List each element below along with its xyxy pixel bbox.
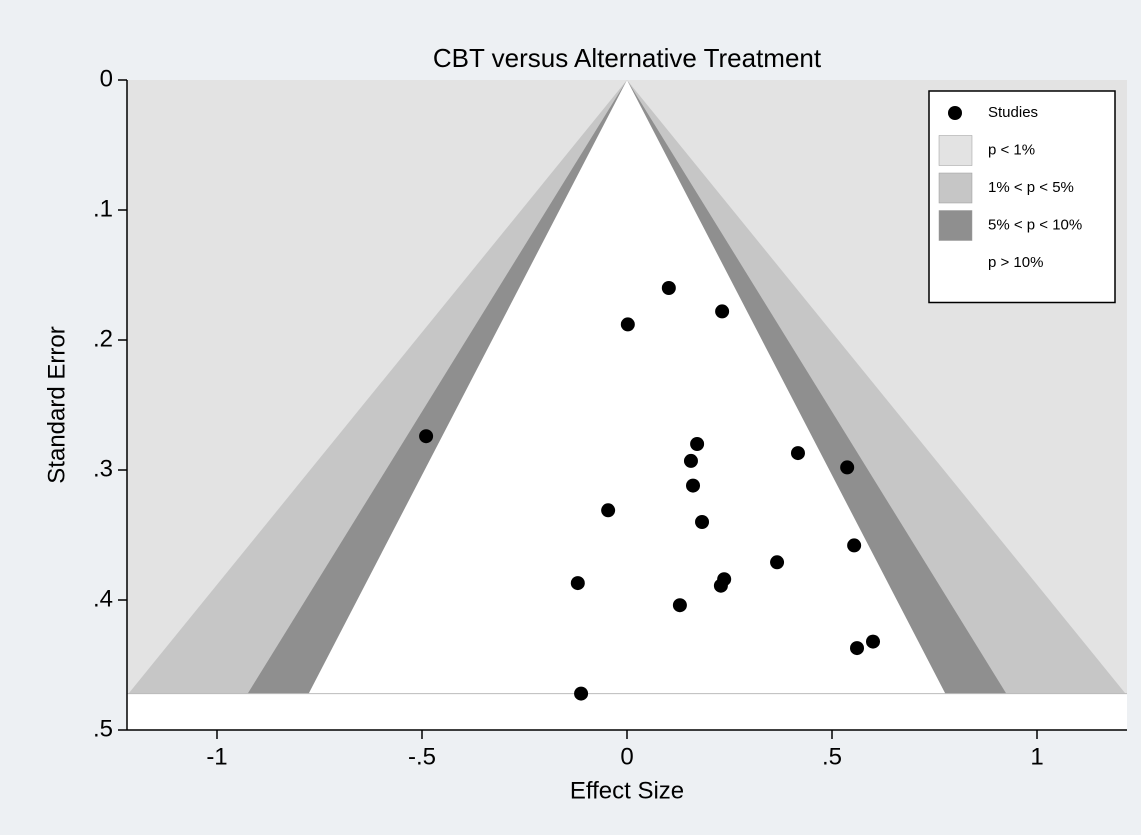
study-point: [850, 641, 865, 656]
y-tick-label: 0: [100, 65, 113, 92]
study-point: [713, 578, 728, 593]
chart-title: CBT versus Alternative Treatment: [433, 43, 822, 73]
y-axis-label: Standard Error: [43, 326, 70, 483]
x-tick-label: 0: [620, 743, 633, 770]
study-point: [574, 686, 589, 701]
y-tick-label: .4: [93, 585, 113, 612]
y-tick-label: .3: [93, 455, 113, 482]
study-point: [690, 437, 705, 451]
study-point: [840, 460, 855, 475]
contour-region: [308, 80, 946, 694]
study-point: [770, 555, 785, 570]
x-tick-label: 1: [1030, 743, 1043, 770]
study-point: [620, 317, 635, 332]
study-point: [686, 478, 701, 493]
y-tick-label: .5: [93, 715, 113, 742]
legend-swatch: [939, 248, 972, 278]
study-point: [683, 453, 698, 468]
study-point: [419, 429, 434, 444]
y-tick-label: .2: [93, 325, 113, 352]
study-point: [661, 281, 676, 295]
legend-swatch: [938, 135, 973, 166]
study-point: [790, 446, 805, 461]
study-point: [570, 576, 585, 591]
legend-label: Studies: [988, 104, 1038, 121]
legend-marker: [948, 106, 962, 120]
y-tick-label: .1: [93, 195, 113, 222]
legend-label: 1% < p < 5%: [988, 179, 1074, 196]
legend-label: p < 1%: [988, 141, 1035, 158]
legend-label: p > 10%: [988, 254, 1043, 271]
x-tick-label: .5: [822, 743, 842, 770]
study-point: [672, 598, 687, 613]
x-tick-label: -.5: [408, 743, 436, 770]
study-point: [866, 634, 881, 649]
legend-swatch: [938, 210, 973, 241]
axes: 0 .1 .2 .3 .4 .5 -1 -.5 0 .5 1: [93, 65, 1127, 770]
study-point: [695, 515, 710, 529]
x-axis-label: Effect Size: [570, 777, 684, 804]
legend-swatch: [938, 172, 973, 204]
study-point: [715, 304, 730, 319]
x-tick-label: -1: [206, 743, 227, 770]
legend-label: 5% < p < 10%: [988, 216, 1082, 233]
study-point: [847, 538, 862, 553]
legend: Studies p < 1% 1% < p < 5% 5% < p < 10% p > …: [928, 90, 1116, 304]
study-point: [601, 503, 616, 518]
